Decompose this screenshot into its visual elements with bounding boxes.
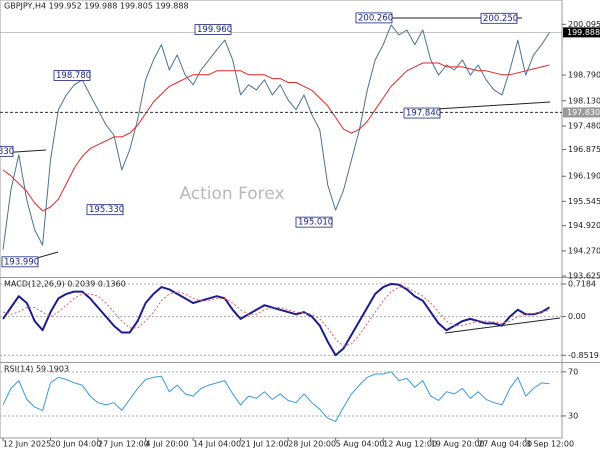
y-tick-label: 195.545 [568, 197, 600, 206]
x-tick-label: 4 Jul 20:00 [146, 440, 189, 449]
annotation-label: 195.330 [89, 205, 124, 215]
x-tick-label: 19 Aug 20:00 [431, 440, 485, 449]
x-tick-label: 12 Aug 12:00 [383, 440, 437, 449]
annotation-label: 200.250 [483, 14, 518, 24]
x-tick-label: 27 Jun 12:00 [98, 440, 149, 449]
watermark: Action Forex [179, 184, 284, 204]
x-tick-label: 12 Jun 2025 [3, 440, 51, 449]
x-tick-label: 3 Sep 12:00 [526, 440, 574, 449]
y-tick-label: 193.625 [568, 272, 600, 281]
y-tick-label: 70 [568, 367, 578, 376]
annotation-box [53, 70, 91, 81]
y-tick-label: 194.270 [568, 246, 600, 255]
panel-title: GBPJPY,H4 199.952 199.988 199.805 199.88… [4, 2, 189, 11]
series-line [2, 62, 550, 212]
y-tick-label: 197.480 [568, 122, 600, 131]
y-tick-label: 196.190 [568, 172, 600, 181]
annotation-box [0, 145, 14, 157]
annotation-label: 200.260 [358, 13, 393, 23]
annotation-box [86, 204, 124, 216]
annotation-box [480, 12, 518, 24]
annotation-label: 197.840 [406, 109, 441, 119]
y-tick-label: 194.920 [568, 221, 600, 230]
level-label: 197.830 [567, 108, 600, 117]
current-price-label: 199.888 [567, 28, 600, 37]
annotation-box [194, 24, 232, 35]
y-tick-label: 198.130 [568, 96, 600, 105]
panel-title: MACD(12,26,9) 0.2039 0.1360 [4, 280, 126, 289]
level-box [563, 107, 600, 118]
annotation-label: 195.010 [298, 218, 333, 228]
series-line [2, 24, 550, 250]
y-tick-label: 198.790 [568, 71, 600, 80]
annotation-label: 199.960 [197, 25, 232, 35]
y-tick-label: 0.7184 [568, 279, 596, 288]
y-tick-label: 0.00 [568, 312, 586, 321]
annotation-box [1, 256, 39, 268]
series-line [2, 371, 550, 422]
x-tick-label: 14 Jul 04:00 [193, 440, 241, 449]
annotation-label: 198.780 [56, 71, 91, 81]
annotation-box [295, 216, 333, 228]
annotation-label: 193.990 [4, 257, 39, 267]
y-tick-label: -0.8519 [568, 351, 599, 360]
plot-frame [0, 0, 563, 439]
y-tick-label: 30 [568, 411, 578, 420]
y-tick-label: 196.875 [568, 145, 600, 154]
x-tick-label: 27 Aug 04:00 [478, 440, 532, 449]
x-tick-label: 5 Aug 04:00 [336, 440, 385, 449]
series-line [2, 286, 550, 347]
series-line [2, 282, 551, 357]
annotation-box [355, 12, 393, 24]
y-tick-label: 200.095 [568, 20, 600, 29]
x-tick-label: 20 Jun 04:00 [51, 440, 102, 449]
annotation-label: 196.830 [0, 147, 14, 157]
x-tick-label: 21 Jul 12:00 [241, 440, 289, 449]
annotation-box [403, 107, 441, 119]
panel-title: RSI(14) 59.1903 [4, 365, 69, 374]
current-price-box [563, 27, 600, 38]
x-tick-label: 28 Jul 20:00 [288, 440, 336, 449]
